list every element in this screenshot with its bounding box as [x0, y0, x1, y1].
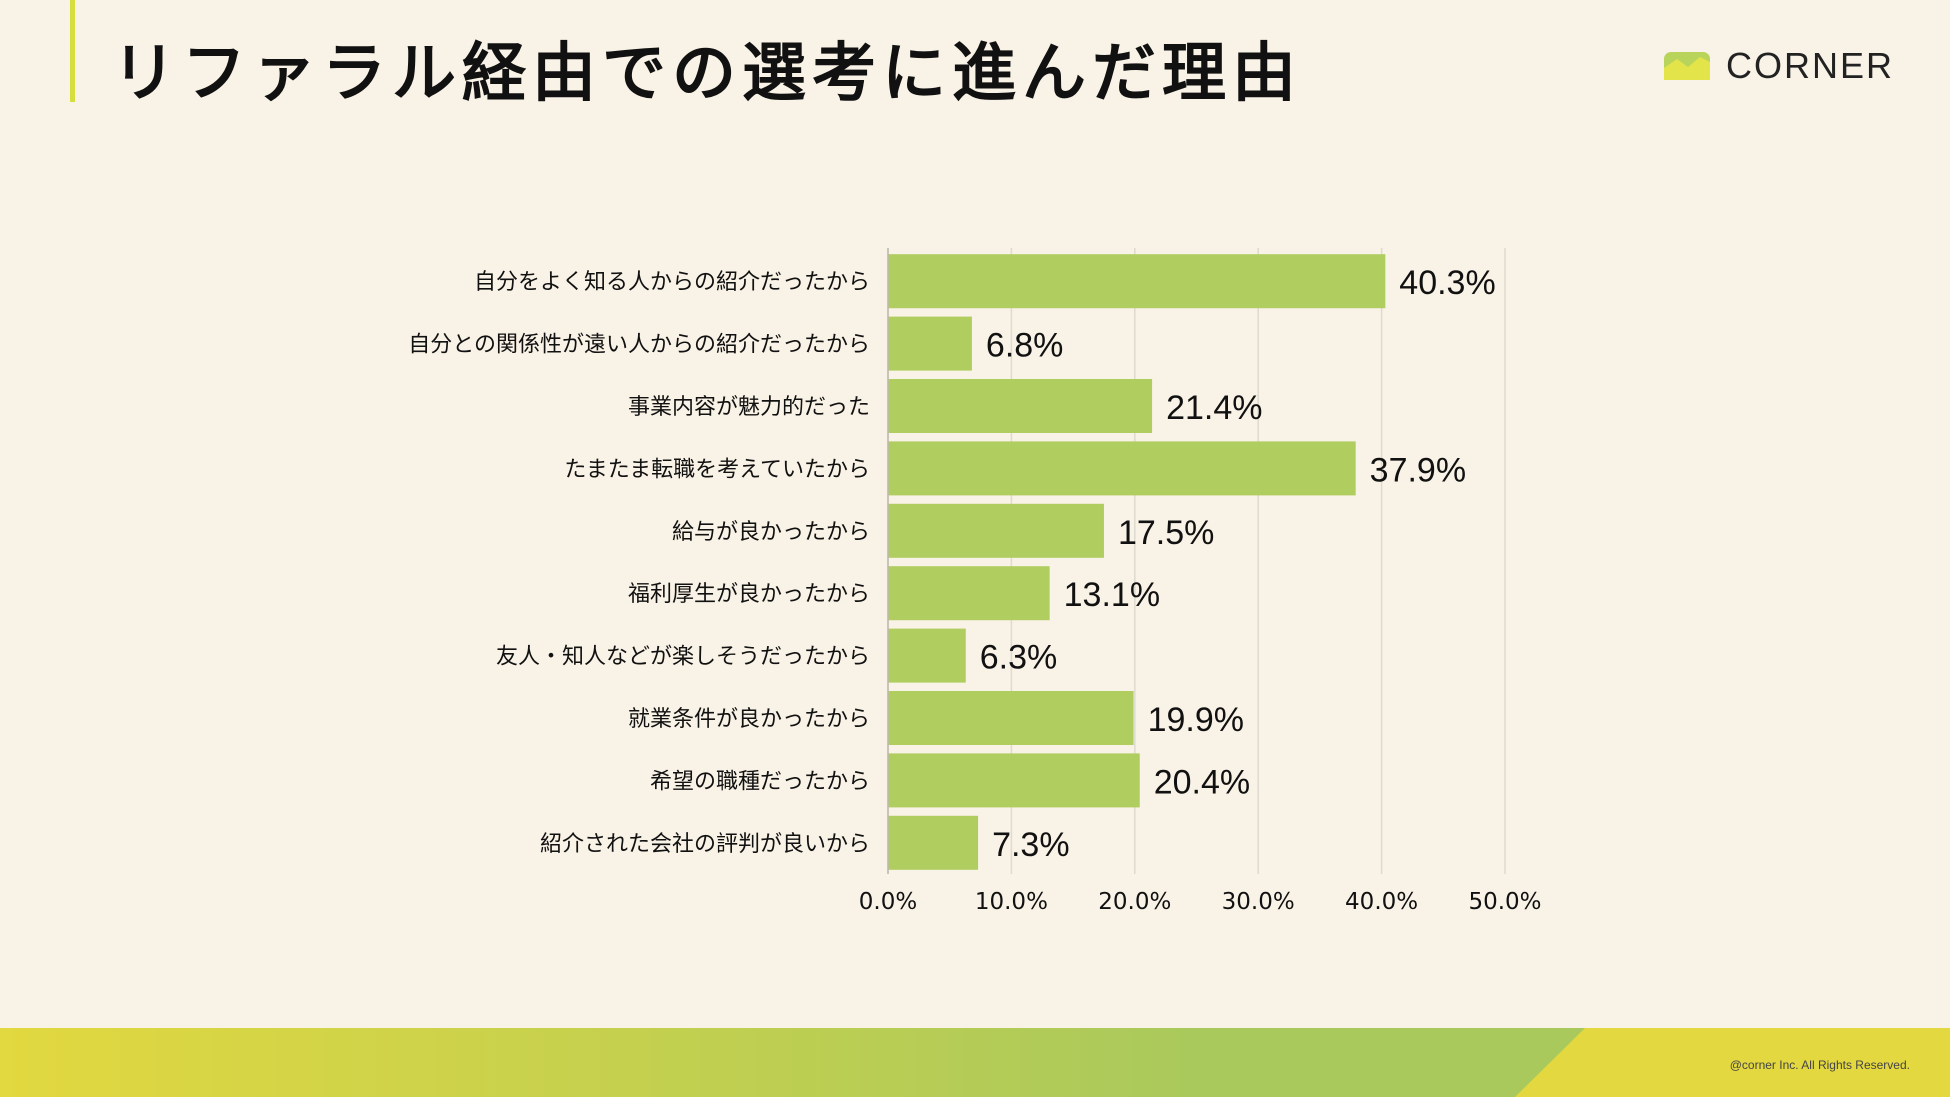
data-label: 6.3%: [980, 639, 1057, 677]
x-tick-label: 30.0%: [1222, 889, 1295, 915]
category-label: 就業条件が良かったから: [628, 707, 870, 732]
data-label: 19.9%: [1148, 701, 1244, 739]
x-tick-label: 40.0%: [1345, 889, 1418, 915]
category-label: 友人・知人などが楽しそうだったから: [496, 645, 870, 670]
logo-text: CORNER: [1726, 45, 1895, 86]
data-label: 13.1%: [1064, 576, 1160, 614]
category-label: 自分をよく知る人からの紹介だったから: [474, 270, 870, 295]
category-label: 紹介された会社の評判が良いから: [540, 832, 870, 857]
x-tick-label: 10.0%: [975, 889, 1048, 915]
data-label: 40.3%: [1399, 264, 1495, 302]
bar: [888, 691, 1134, 745]
bar: [888, 753, 1140, 808]
x-tick-label: 0.0%: [859, 889, 917, 915]
bar: [888, 503, 1104, 558]
bar: [888, 316, 972, 371]
bar: [888, 441, 1356, 496]
category-label: たまたま転職を考えていたから: [564, 457, 870, 482]
bar-chart: 0.0% 10.0% 20.0% 30.0% 40.0% 50.0% 自分をよく知る人からの…: [408, 248, 1542, 915]
x-tick-label: 20.0%: [1098, 889, 1171, 915]
corner-logo: CORNER: [1664, 44, 1894, 88]
bar: [888, 379, 1153, 433]
page-title: リファラル経由での選考に進んだ理由: [112, 37, 1302, 111]
category-label: 給与が良かったから: [672, 520, 870, 545]
title-accent-line: [70, 0, 75, 102]
corner-logo-icon: [1664, 52, 1710, 80]
data-label: 20.4%: [1154, 763, 1250, 801]
copyright-text: @corner Inc. All Rights Reserved.: [1729, 1058, 1910, 1072]
footer-band: [0, 1028, 1950, 1097]
bar: [888, 628, 966, 683]
data-label: 37.9%: [1370, 451, 1466, 489]
data-label: 21.4%: [1166, 389, 1262, 427]
bar: [888, 254, 1386, 309]
category-label: 福利厚生が良かったから: [628, 582, 870, 607]
category-label: 希望の職種だったから: [650, 769, 870, 794]
category-label: 事業内容が魅力的だった: [628, 395, 870, 420]
data-label: 17.5%: [1118, 514, 1214, 552]
data-label: 7.3%: [992, 826, 1070, 864]
bar: [888, 566, 1050, 621]
category-label: 自分との関係性が遠い人からの紹介だったから: [408, 333, 870, 358]
bar: [888, 815, 979, 870]
data-label: 6.8%: [986, 327, 1064, 365]
x-tick-label: 50.0%: [1468, 889, 1541, 915]
